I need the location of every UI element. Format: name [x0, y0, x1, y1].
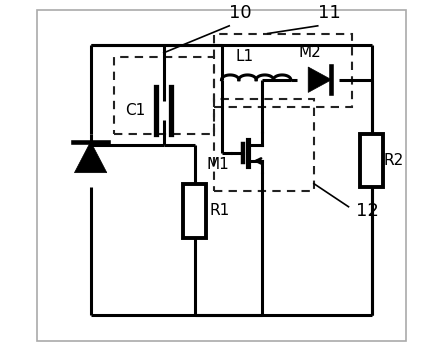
Polygon shape: [74, 142, 107, 173]
Text: 10: 10: [229, 4, 252, 22]
Text: M2: M2: [299, 45, 322, 61]
Text: M1: M1: [206, 157, 229, 172]
Bar: [214, 99, 314, 191]
Text: 11: 11: [318, 4, 341, 22]
Text: C1: C1: [125, 103, 145, 118]
Polygon shape: [308, 67, 331, 92]
Bar: [214, 34, 352, 107]
Bar: [183, 184, 206, 238]
Bar: [360, 134, 383, 188]
Text: 12: 12: [356, 202, 379, 220]
Bar: [114, 57, 214, 134]
Text: R2: R2: [383, 153, 404, 168]
Text: R1: R1: [210, 203, 230, 218]
Text: L1: L1: [236, 49, 254, 64]
